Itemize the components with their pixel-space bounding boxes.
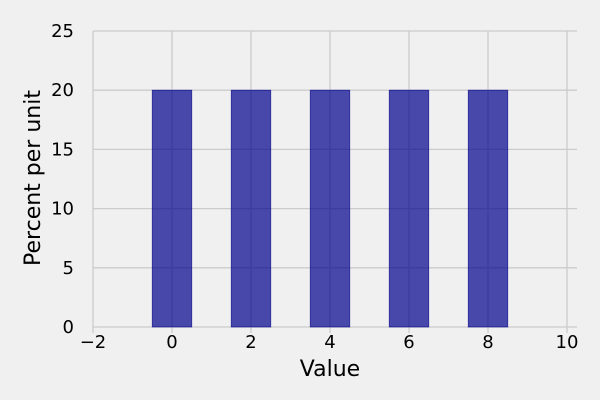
- y-tick-label: 20: [51, 80, 74, 101]
- bar: [152, 90, 192, 327]
- x-tick-label: −2: [80, 332, 107, 353]
- y-tick-label: 10: [51, 199, 74, 220]
- x-tick-label: 0: [166, 332, 177, 353]
- y-tick-label: 25: [51, 21, 74, 42]
- x-axis-label: Value: [300, 357, 360, 382]
- bar: [389, 90, 429, 327]
- y-tick-label: 5: [63, 258, 74, 279]
- y-tick-labels: 0 5 10 15 20 25: [51, 21, 74, 338]
- x-tick-label: 4: [324, 332, 335, 353]
- bar: [310, 90, 350, 327]
- bar: [231, 90, 271, 327]
- y-tick-label: 15: [51, 139, 74, 160]
- bar: [468, 90, 508, 327]
- x-tick-labels: −2 0 2 4 6 8 10: [80, 332, 579, 353]
- y-axis-label: Percent per unit: [21, 90, 46, 266]
- y-tick-label: 0: [63, 317, 74, 338]
- x-tick-label: 10: [556, 332, 579, 353]
- x-tick-label: 8: [482, 332, 493, 353]
- x-tick-label: 6: [403, 332, 414, 353]
- x-tick-label: 2: [245, 332, 256, 353]
